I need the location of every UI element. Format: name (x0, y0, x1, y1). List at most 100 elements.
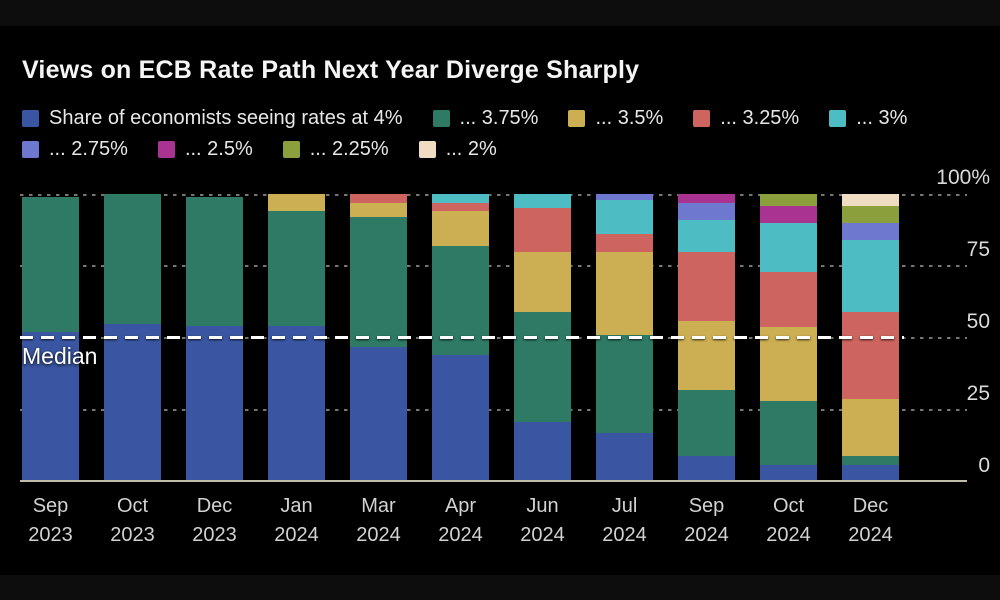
legend-item-3.25%: ... 3.25% (693, 107, 799, 130)
bar-segment-4% (432, 355, 489, 482)
gridline-75 (20, 265, 967, 267)
median-label: Median (22, 343, 98, 369)
legend-swatch-2.75% (22, 141, 39, 158)
bar-segment-3.25% (514, 208, 571, 252)
bar-segment-3.75% (22, 196, 79, 333)
x-label-year: 2024 (602, 524, 647, 546)
bar-segment-4% (760, 464, 817, 482)
bar-mar-2024 (350, 194, 407, 482)
legend-swatch-3.5% (568, 110, 586, 127)
gridline-25 (20, 409, 967, 411)
x-axis-label-oct-2024: Oct 2024 (760, 492, 817, 550)
legend-label-3.5%: ... 3.5% (595, 107, 664, 129)
bar-jan-2024 (268, 194, 325, 482)
bar-dec-2024 (842, 194, 899, 482)
bar-segment-2.5% (678, 194, 735, 203)
bar-segment-3.75% (760, 401, 817, 465)
bar-segment-3.75% (104, 194, 161, 324)
legend-row-2: ... 2.75% ... 2.5% ... 2.25% ... 2% (22, 138, 907, 161)
x-axis-label-jul-2024: Jul 2024 (596, 492, 653, 550)
bar-sep-2024 (678, 194, 735, 482)
bar-sep-2023 (22, 194, 79, 482)
x-label-year: 2024 (848, 524, 893, 546)
median-line (20, 336, 904, 339)
legend-swatch-3.25% (693, 110, 711, 127)
bar-segment-3.5% (596, 251, 653, 336)
legend-swatch-2.25% (282, 141, 300, 158)
legend-swatch-3% (829, 110, 847, 127)
x-label-year: 2023 (192, 524, 237, 546)
bar-segment-3% (432, 194, 489, 203)
x-label-month: Jun (526, 495, 559, 517)
x-label-month: Dec (852, 495, 889, 517)
legend-item-2.75%: ... 2.75% (22, 138, 128, 161)
bar-segment-2.25% (760, 194, 817, 206)
bar-segment-4% (514, 421, 571, 482)
bar-segment-3.75% (514, 312, 571, 422)
x-label-year: 2023 (28, 524, 73, 546)
bar-dec-2023 (186, 194, 243, 482)
bar-segment-2.75% (678, 202, 735, 220)
bar-segment-3.25% (432, 202, 489, 212)
legend-item-3%: ... 3% (829, 107, 907, 130)
x-label-month: Sep (32, 495, 69, 517)
bar-segment-3.25% (596, 234, 653, 252)
legend-label-2%: ... 2% (445, 138, 497, 160)
bar-segment-2.75% (596, 194, 653, 200)
x-label-year: 2024 (274, 524, 319, 546)
x-axis-label-jun-2024: Jun 2024 (514, 492, 571, 550)
legend-swatch-2.5% (157, 141, 175, 158)
bar-segment-3% (596, 199, 653, 235)
x-axis-label-jan-2024: Jan 2024 (268, 492, 325, 550)
legend-item-2.5%: ... 2.5% (157, 138, 253, 161)
y-axis-label-50: 50 (966, 310, 990, 333)
x-label-year: 2023 (110, 524, 155, 546)
plot-area: Median (20, 194, 967, 482)
bars-group (22, 194, 900, 482)
bar-segment-3% (514, 194, 571, 209)
legend-label-2.25%: ... 2.25% (309, 138, 389, 160)
bar-segment-4% (678, 456, 735, 482)
chart-title: Views on ECB Rate Path Next Year Diverge… (22, 56, 640, 84)
x-label-year: 2024 (438, 524, 483, 546)
bar-segment-3.25% (350, 194, 407, 203)
x-label-month: Apr (444, 495, 477, 517)
bar-segment-3.5% (514, 251, 571, 313)
bar-segment-4% (842, 464, 899, 482)
bar-segment-3.5% (268, 194, 325, 212)
bar-segment-2.5% (760, 205, 817, 223)
bar-segment-2% (842, 194, 899, 206)
legend-label-3.75%: ... 3.75% (459, 107, 539, 129)
bar-segment-3.25% (842, 312, 899, 399)
legend-row-1: Share of economists seeing rates at 4%..… (22, 107, 907, 130)
bar-segment-3% (842, 240, 899, 313)
bar-segment-4% (186, 326, 243, 482)
bar-segment-3.75% (678, 389, 735, 457)
legend-swatch-2% (418, 141, 436, 158)
x-label-month: Jul (611, 495, 638, 517)
legend-label-3%: ... 3% (856, 107, 908, 129)
top-letterbox (0, 0, 1000, 26)
bar-segment-3.75% (268, 211, 325, 327)
bar-segment-3.75% (186, 196, 243, 327)
gridline-100 (20, 194, 967, 196)
x-axis-label-oct-2023: Oct 2023 (104, 492, 161, 550)
bar-segment-4% (596, 433, 653, 482)
bar-segment-3.5% (350, 202, 407, 218)
legend: Share of economists seeing rates at 4%..… (22, 107, 907, 161)
bar-segment-3.75% (842, 456, 899, 465)
x-axis-label-dec-2023: Dec 2023 (186, 492, 243, 550)
legend-item-2.25%: ... 2.25% (282, 138, 389, 161)
legend-item-4%: Share of economists seeing rates at 4% (22, 107, 403, 130)
x-axis-label-sep-2023: Sep 2023 (22, 492, 79, 550)
bar-segment-4% (22, 332, 79, 482)
bar-segment-3.75% (350, 217, 407, 347)
bar-jun-2024 (514, 194, 571, 482)
legend-swatch-4% (22, 110, 39, 127)
x-label-year: 2024 (356, 524, 401, 546)
legend-item-3.75%: ... 3.75% (432, 107, 539, 130)
y-axis-label-100: 100% (936, 166, 990, 189)
legend-label-2.5%: ... 2.5% (184, 138, 253, 160)
x-axis-label-dec-2024: Dec 2024 (842, 492, 899, 550)
